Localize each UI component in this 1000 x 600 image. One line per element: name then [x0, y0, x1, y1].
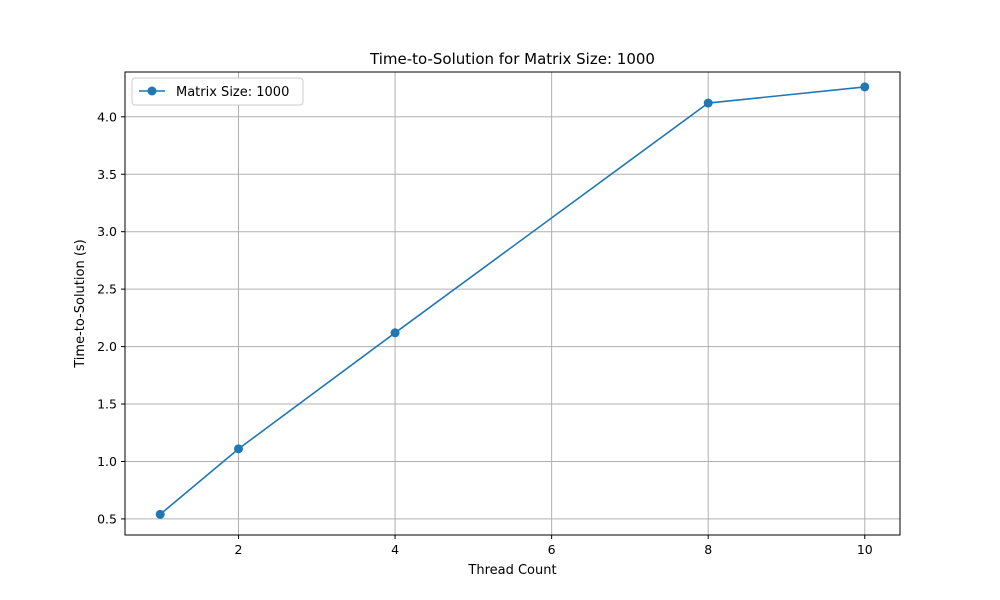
x-tick-label: 10	[857, 542, 873, 557]
y-tick-label: 2.0	[97, 339, 117, 354]
data-point	[390, 328, 400, 338]
legend: Matrix Size: 1000	[131, 77, 304, 106]
data-point	[155, 509, 165, 519]
legend-box	[131, 77, 304, 106]
series-layer	[155, 82, 870, 519]
y-tick-label: 1.5	[97, 397, 117, 412]
x-tick-label: 2	[235, 542, 243, 557]
legend-label: Matrix Size: 1000	[176, 85, 289, 100]
plot-frame	[124, 71, 901, 536]
y-tick-label: 4.0	[97, 109, 117, 124]
y-tick-label: 1.0	[97, 454, 117, 469]
y-tick-label: 3.5	[97, 167, 117, 182]
data-point	[703, 98, 713, 108]
x-tick-label: 8	[704, 542, 712, 557]
y-tick-label: 2.5	[97, 282, 117, 297]
y-axis-label: Time-to-Solution (s)	[73, 239, 88, 369]
data-point	[234, 444, 244, 454]
y-tick-label: 3.0	[97, 224, 117, 239]
x-tick-label: 4	[391, 542, 399, 557]
x-tick-label: 6	[548, 542, 556, 557]
grid	[125, 72, 900, 535]
legend-marker	[147, 86, 157, 96]
y-tick-label: 0.5	[97, 511, 117, 526]
chart-title: Time-to-Solution for Matrix Size: 1000	[369, 50, 655, 68]
data-point	[860, 82, 870, 92]
x-axis-label: Thread Count	[467, 563, 556, 578]
ticks: 2 4 6 8 10 0.5 1.0 1.5 2.0 2.5 3.0 3.5 4.0	[97, 109, 873, 557]
